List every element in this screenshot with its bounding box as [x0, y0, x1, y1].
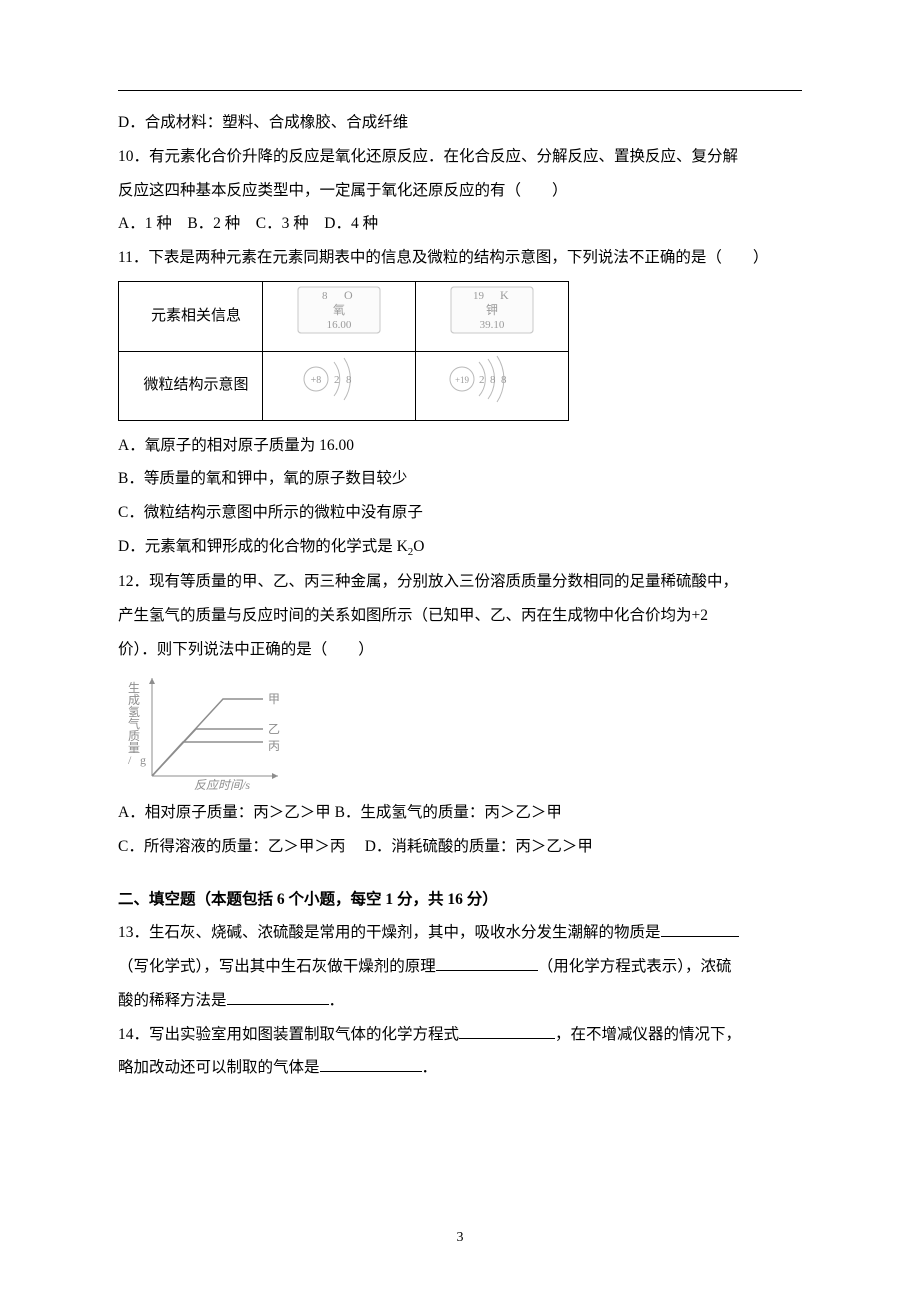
- x-axis-label: 反应时间/s: [194, 778, 250, 792]
- table-header-orbit: 微粒结构示意图: [119, 351, 263, 420]
- series-jia: [152, 699, 263, 776]
- potassium-orbit-diagram: +19 2 8 8: [432, 353, 552, 405]
- blank-field: [661, 921, 739, 938]
- blank-field: [227, 988, 329, 1005]
- table-row: 元素相关信息 8 O 氧 16.00 19: [119, 281, 569, 351]
- q14-line2: 略加改动还可以制取的气体是 ．: [118, 1051, 802, 1085]
- q11-option-c: C．微粒结构示意图中所示的微粒中没有原子: [118, 496, 802, 530]
- element-symbol: O: [344, 288, 353, 302]
- blank-field: [436, 955, 538, 972]
- nucleus-charge: +19: [455, 375, 470, 385]
- page-content: D．合成材料：塑料、合成橡胶、合成纤维 10．有元素化合价升降的反应是氧化还原反…: [118, 82, 802, 1085]
- q11-option-b: B．等质量的氧和钾中，氧的原子数目较少: [118, 462, 802, 496]
- q13-a: 13．生石灰、烧碱、浓硫酸是常用的干燥剂，其中，吸收水分发生潮解的物质是: [118, 924, 661, 941]
- shell-count-1: 2: [334, 374, 340, 386]
- table-header-info: 元素相关信息: [119, 281, 263, 351]
- q10-stem-line2: 反应这四种基本反应类型中，一定属于氧化还原反应的有（ ）: [118, 174, 802, 208]
- q14-line1: 14．写出实验室用如图装置制取气体的化学方程式 ，在不增减仪器的情况下，: [118, 1018, 802, 1052]
- shell-count-2: 8: [346, 374, 352, 386]
- element-name: 氧: [333, 303, 345, 317]
- page: D．合成材料：塑料、合成橡胶、合成纤维 10．有元素化合价升降的反应是氧化还原反…: [0, 0, 920, 1302]
- x-axis-arrow: [272, 773, 278, 779]
- y-label-7: g: [140, 753, 146, 767]
- section2-title: 二、填空题（本题包括 6 个小题，每空 1 分，共 16 分）: [118, 883, 802, 917]
- q12-stem-line2: 产生氢气的质量与反应时间的关系如图所示（已知甲、乙、丙在生成物中化合价均为+2: [118, 599, 802, 633]
- q12-stem-line1: 12．现有等质量的甲、乙、丙三种金属，分别放入三份溶质质量分数相同的足量稀硫酸中…: [118, 565, 802, 599]
- cell-oxygen-card: 8 O 氧 16.00: [263, 281, 416, 351]
- atomic-number: 19: [473, 290, 485, 302]
- q14-a2: ，在不增减仪器的情况下，: [555, 1026, 741, 1043]
- element-name: 钾: [486, 303, 498, 317]
- y-axis-arrow: [149, 678, 155, 684]
- oxygen-element-card: 8 O 氧 16.00: [292, 283, 386, 337]
- q10-choices: A．1 种 B．2 种 C．3 种 D．4 种: [118, 207, 802, 241]
- potassium-element-card: 19 K 钾 39.10: [445, 283, 539, 337]
- nucleus-charge: +8: [311, 375, 322, 386]
- q11-d-pre: D．元素氧和钾形成的化合物的化学式是 K: [118, 538, 408, 555]
- q11-table: 元素相关信息 8 O 氧 16.00 19: [118, 281, 569, 421]
- q14-b2: ．: [422, 1059, 438, 1076]
- q14-b: 略加改动还可以制取的气体是: [118, 1059, 320, 1076]
- q10-stem-line1: 10．有元素化合价升降的反应是氧化还原反应．在化合反应、分解反应、置换反应、复分…: [118, 140, 802, 174]
- q12-chart: 生 成 氢 气 质 量 / g 反应时间/s 甲 乙 丙: [118, 670, 290, 794]
- oxygen-orbit-diagram: +8 2 8: [284, 353, 394, 405]
- page-number: 3: [0, 1223, 920, 1254]
- line-chart-svg: 生 成 氢 气 质 量 / g 反应时间/s 甲 乙 丙: [118, 670, 290, 794]
- atomic-number: 8: [322, 290, 328, 302]
- q11-stem: 11．下表是两种元素在元素同期表中的信息及微粒的结构示意图，下列说法不正确的是（…: [118, 241, 802, 275]
- q13-c: 酸的稀释方法是: [118, 992, 227, 1009]
- y-label-6: /: [128, 753, 132, 767]
- q13-line2: （写化学式），写出其中生石灰做干燥剂的原理 （用化学方程式表示），浓硫: [118, 950, 802, 984]
- q13-b2: （用化学方程式表示），浓硫: [538, 958, 732, 975]
- blank-field: [320, 1056, 422, 1073]
- q13-b: （写化学式），写出其中生石灰做干燥剂的原理: [118, 958, 436, 975]
- q11-option-a: A．氧原子的相对原子质量为 16.00: [118, 429, 802, 463]
- atomic-mass: 16.00: [327, 319, 352, 331]
- q13-line1: 13．生石灰、烧碱、浓硫酸是常用的干燥剂，其中，吸收水分发生潮解的物质是: [118, 916, 802, 950]
- q13-line3: 酸的稀释方法是 ．: [118, 984, 802, 1018]
- cell-potassium-card: 19 K 钾 39.10: [416, 281, 569, 351]
- blank-field: [459, 1022, 555, 1039]
- q13-c2: ．: [329, 992, 345, 1009]
- top-horizontal-rule: [118, 90, 802, 91]
- element-symbol: K: [500, 288, 509, 302]
- q11-d-post: O: [413, 538, 424, 555]
- series-yi: [152, 729, 263, 776]
- atomic-mass: 39.10: [480, 319, 505, 331]
- cell-potassium-orbit: +19 2 8 8: [416, 351, 569, 420]
- shell-count-2: 8: [490, 374, 496, 386]
- q12-stem-line3: 价）．则下列说法中正确的是（ ）: [118, 633, 802, 667]
- q11-option-d: D．元素氧和钾形成的化合物的化学式是 K2O: [118, 530, 802, 565]
- q9-option-d: D．合成材料：塑料、合成橡胶、合成纤维: [118, 106, 802, 140]
- q12-choices-row1: A．相对原子质量：丙＞乙＞甲 B．生成氢气的质量：丙＞乙＞甲: [118, 796, 802, 830]
- q14-a: 14．写出实验室用如图装置制取气体的化学方程式: [118, 1026, 459, 1043]
- shell-count-1: 2: [479, 374, 485, 386]
- blank-spacer: [118, 864, 802, 883]
- shell-count-3: 8: [501, 374, 507, 386]
- series-label-bing: 丙: [268, 739, 280, 753]
- series-label-jia: 甲: [268, 692, 280, 706]
- q12-choices-row2: C．所得溶液的质量：乙＞甲＞丙 D．消耗硫酸的质量：丙＞乙＞甲: [118, 830, 802, 864]
- series-label-yi: 乙: [268, 722, 280, 736]
- table-row: 微粒结构示意图 +8 2 8 +19: [119, 351, 569, 420]
- cell-oxygen-orbit: +8 2 8: [263, 351, 416, 420]
